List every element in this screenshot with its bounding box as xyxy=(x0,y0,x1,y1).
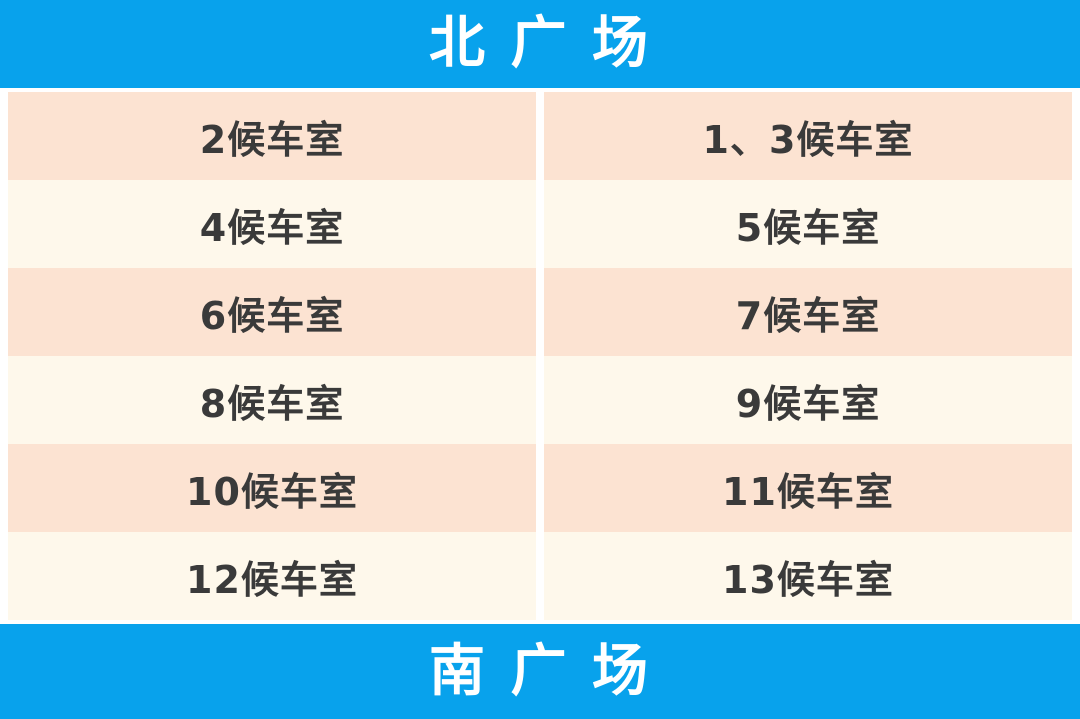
table-row: 2候车室 1、3候车室 xyxy=(8,92,1072,180)
table-row: 4候车室 5候车室 xyxy=(8,180,1072,268)
waiting-room-cell: 1、3候车室 xyxy=(544,92,1072,180)
waiting-room-cell: 8候车室 xyxy=(8,356,536,444)
waiting-room-cell: 2候车室 xyxy=(8,92,536,180)
north-square-title: 北 广 场 xyxy=(429,11,651,76)
north-square-header: 北 广 场 xyxy=(0,0,1080,88)
waiting-room-cell: 9候车室 xyxy=(544,356,1072,444)
table-row: 12候车室 13候车室 xyxy=(8,532,1072,620)
waiting-room-cell: 6候车室 xyxy=(8,268,536,356)
waiting-room-cell: 4候车室 xyxy=(8,180,536,268)
waiting-room-cell: 10候车室 xyxy=(8,444,536,532)
waiting-room-cell: 12候车室 xyxy=(8,532,536,620)
waiting-room-cell: 7候车室 xyxy=(544,268,1072,356)
south-square-title: 南 广 场 xyxy=(429,638,651,704)
waiting-room-table: 2候车室 1、3候车室 4候车室 5候车室 6候车室 7候车室 8候车室 9候车… xyxy=(0,88,1080,624)
waiting-room-cell: 11候车室 xyxy=(544,444,1072,532)
south-square-header: 南 广 场 xyxy=(0,624,1080,719)
waiting-room-cell: 13候车室 xyxy=(544,532,1072,620)
waiting-room-cell: 5候车室 xyxy=(544,180,1072,268)
table-row: 6候车室 7候车室 xyxy=(8,268,1072,356)
table-row: 10候车室 11候车室 xyxy=(8,444,1072,532)
table-row: 8候车室 9候车室 xyxy=(8,356,1072,444)
